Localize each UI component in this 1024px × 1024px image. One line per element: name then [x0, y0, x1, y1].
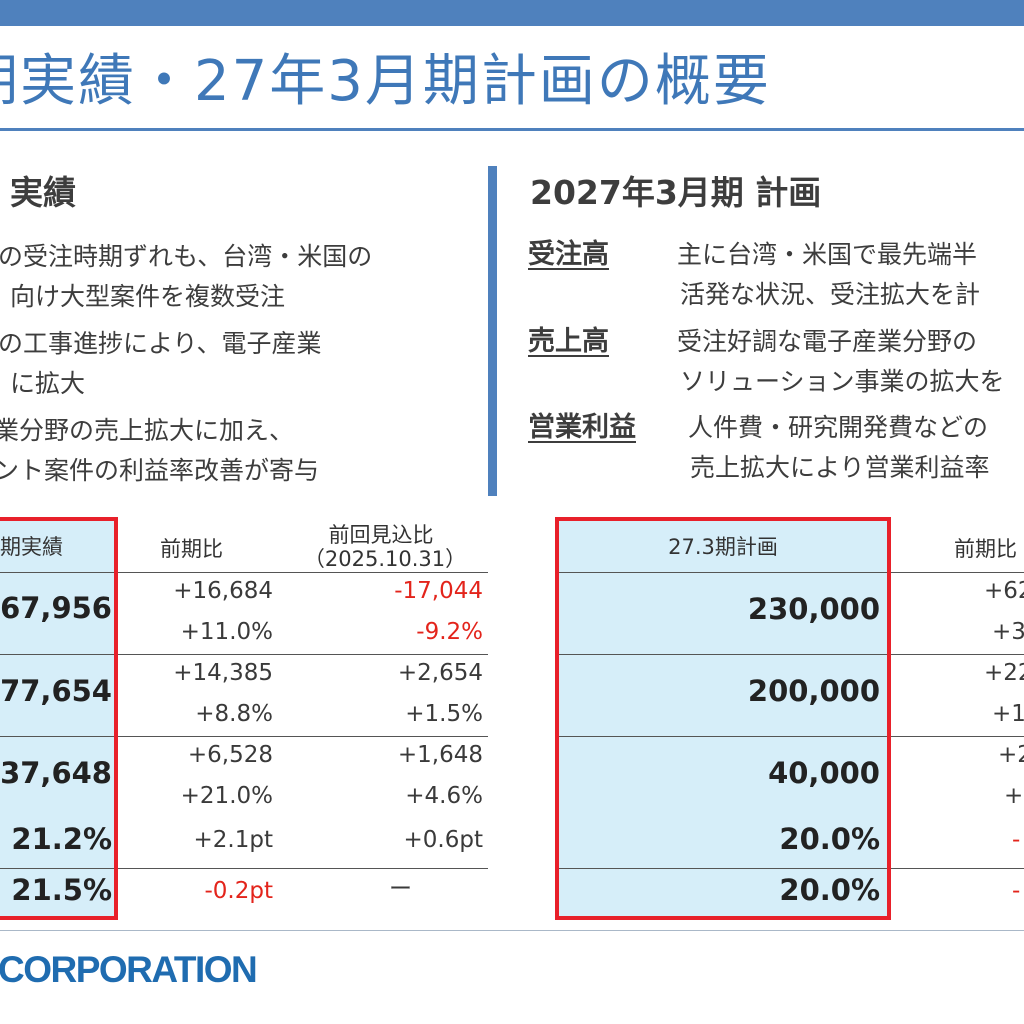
plan-yoy-column-header: 前期比 — [954, 537, 1017, 561]
vs-forecast-value: -17,044 — [394, 578, 483, 604]
vs-forecast-date: （2025.10.31） — [303, 547, 467, 571]
plan-label-orders: 受注高 — [528, 239, 609, 270]
actual-value: 21.2% — [11, 822, 112, 856]
yoy-value: +14,385 — [173, 660, 273, 686]
table-row-divider — [559, 868, 1024, 869]
yoy-value: -0.2pt — [204, 878, 274, 904]
yoy-value: +2.1pt — [193, 827, 273, 853]
results-bullet-line: に拡大 — [10, 369, 86, 398]
top-accent-bar — [0, 0, 1024, 26]
results-heading: 実績 — [10, 173, 76, 212]
plan-heading: 2027年3月期 計画 — [530, 173, 822, 212]
plan-text-line: 受注好調な電子産業分野の — [677, 327, 978, 356]
plan-yoy-value: +1 — [992, 701, 1024, 727]
results-bullet-line: 向け大型案件を複数受注 — [10, 282, 286, 311]
actual-highlight-frame — [0, 517, 118, 920]
yoy-value: +6,528 — [187, 742, 273, 768]
results-bullet-line: ント案件の利益率改善が寄与 — [0, 456, 320, 485]
vs-forecast-value: +1.5% — [405, 701, 483, 727]
yoy-value: +16,684 — [173, 578, 273, 604]
plan-yoy-value: - — [1012, 878, 1021, 904]
plan-text-line: 売上拡大により営業利益率 — [690, 453, 990, 482]
plan-value: 20.0% — [779, 873, 880, 907]
plan-value: 200,000 — [747, 674, 880, 708]
plan-text-line: 活発な状況、受注拡大を計 — [680, 280, 981, 309]
actual-value: 67,956 — [0, 591, 112, 625]
slide-title: 期実績・27年3月期計画の概要 — [0, 49, 771, 114]
plan-yoy-value: + — [1004, 783, 1024, 809]
footer-rule — [0, 930, 1024, 931]
plan-yoy-value: +62 — [984, 578, 1024, 604]
plan-value: 40,000 — [768, 756, 880, 790]
vs-forecast-value: +1,648 — [397, 742, 483, 768]
actual-column-header: 期実績 — [0, 535, 63, 559]
title-underline — [0, 128, 1024, 131]
plan-label-sales: 売上高 — [528, 326, 609, 357]
actual-value: 37,648 — [0, 756, 112, 790]
yoy-value: +21.0% — [180, 783, 273, 809]
plan-yoy-value: +22 — [984, 660, 1024, 686]
plan-column-fill — [559, 520, 887, 916]
table-row-divider — [0, 736, 488, 737]
actual-column-fill — [0, 520, 114, 916]
vs-forecast-column-header: 前回見込比 — [328, 523, 434, 547]
actual-value: 21.5% — [11, 873, 112, 907]
plan-yoy-value: +3 — [992, 619, 1024, 645]
plan-text-line: 人件費・研究開発費などの — [688, 413, 989, 442]
vs-forecast-value: -9.2% — [416, 619, 483, 645]
table-row-divider — [559, 572, 1024, 573]
vs-forecast-value: +2,654 — [397, 660, 483, 686]
table-row-divider — [559, 654, 1024, 655]
plan-highlight-frame — [555, 517, 891, 920]
yoy-value: +11.0% — [180, 619, 273, 645]
vs-forecast-value: ー — [389, 876, 412, 902]
results-bullet-line: の工事進捗により、電子産業 — [0, 329, 322, 358]
plan-value: 230,000 — [747, 592, 880, 626]
vs-forecast-value: +4.6% — [405, 783, 483, 809]
plan-yoy-value: +2 — [998, 742, 1024, 768]
section-divider — [488, 166, 497, 496]
yoy-column-header: 前期比 — [160, 537, 223, 561]
table-row-divider — [0, 868, 488, 869]
table-row-divider — [0, 654, 488, 655]
plan-column-header: 27.3期計画 — [668, 535, 778, 559]
vs-forecast-value: +0.6pt — [403, 827, 483, 853]
yoy-value: +8.8% — [195, 701, 273, 727]
plan-text-line: ソリューション事業の拡大を — [680, 367, 1005, 396]
results-bullet-line: の受注時期ずれも、台湾・米国の — [0, 242, 373, 271]
table-row-divider — [0, 572, 488, 573]
actual-value: 77,654 — [0, 674, 112, 708]
results-bullet-line: 業分野の売上拡大に加え、 — [0, 416, 295, 445]
plan-value: 20.0% — [779, 822, 880, 856]
plan-label-operating-profit: 営業利益 — [528, 412, 636, 443]
plan-text-line: 主に台湾・米国で最先端半 — [677, 240, 978, 269]
plan-yoy-value: - — [1012, 827, 1021, 853]
table-row-divider — [559, 736, 1024, 737]
company-logo: CORPORATION — [0, 949, 258, 990]
